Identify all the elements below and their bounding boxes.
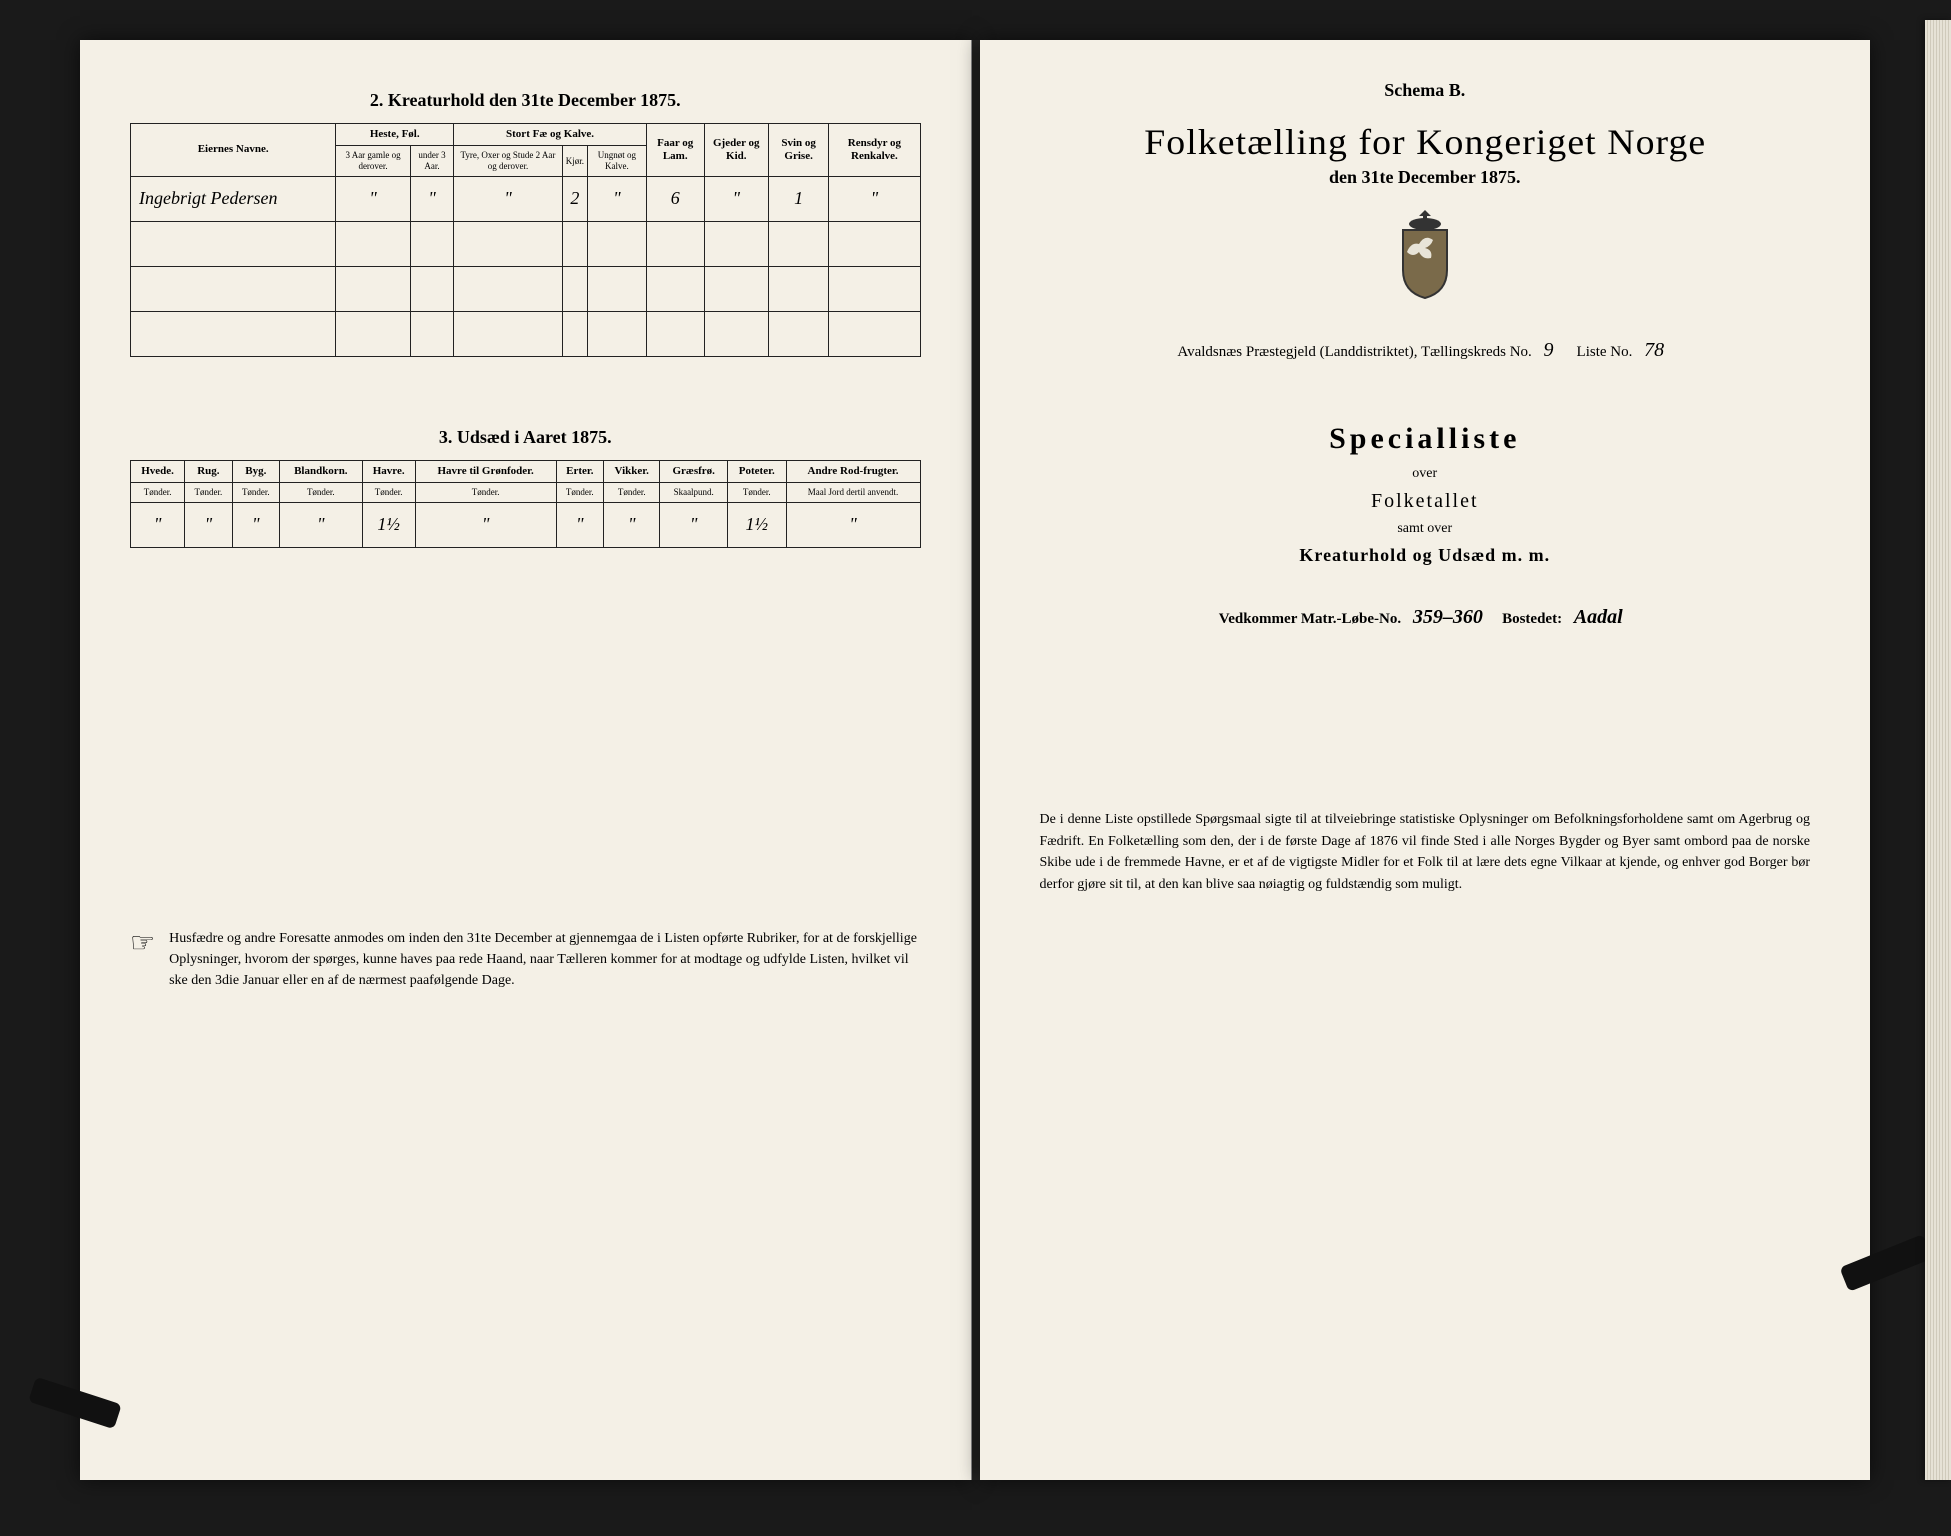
livestock-table: Eiernes Navne. Heste, Føl. Stort Fæ og K… [130,123,921,357]
col: Vikker. [604,460,660,482]
seed-table: Hvede. Rug. Byg. Blandkorn. Havre. Havre… [130,460,921,548]
cell: " [336,176,411,221]
right-page: Schema B. Folketælling for Kongeriget No… [980,40,1871,1480]
over-label: over [1030,466,1821,482]
unit: Skaalpund. [660,482,728,502]
cell: 6 [646,176,704,221]
unit: Tønder. [604,482,660,502]
parish-prefix: Avaldsnæs Præstegjeld (Landdistriktet), … [1177,344,1531,360]
col: Andre Rod-frugter. [786,460,920,482]
matr-label: Vedkommer Matr.-Løbe-No. [1219,611,1401,627]
col-goats: Gjeder og Kid. [704,124,768,177]
cell: 2 [562,176,587,221]
col-horses: Heste, Føl. [336,124,454,146]
coat-of-arms-icon [1030,204,1821,309]
col-cattle-c: Ungnøt og Kalve. [588,146,647,177]
cell: " [415,502,556,547]
page-spread: 2. Kreaturhold den 31te December 1875. E… [80,40,1870,1480]
bosted: Aadal [1566,606,1631,628]
unit: Tønder. [415,482,556,502]
cell: " [131,502,185,547]
unit: Maal Jord dertil anvendt. [786,482,920,502]
folketallet-label: Folketallet [1030,490,1821,513]
unit: Tønder. [727,482,786,502]
col: Rug. [185,460,232,482]
unit: Tønder. [185,482,232,502]
kreds-no: 9 [1536,339,1562,361]
bottom-paragraph: De i denne Liste opstillede Spørgsmaal s… [1030,809,1821,896]
unit: Tønder. [232,482,279,502]
pointing-hand-icon: ☞ [130,930,155,991]
specialliste-title: Specialliste [1030,422,1821,456]
cell: " [232,502,279,547]
cell: " [660,502,728,547]
samt-over-label: samt over [1030,521,1821,537]
schema-label: Schema B. [1030,80,1821,101]
cell: 1½ [727,502,786,547]
table-row [131,221,921,266]
col-owner: Eiernes Navne. [131,124,336,177]
seed-header-row: Hvede. Rug. Byg. Blandkorn. Havre. Havre… [131,460,921,482]
liste-no: 78 [1636,339,1672,361]
cell: " [185,502,232,547]
footnote: ☞ Husfædre og andre Foresatte anmodes om… [130,928,921,991]
seed-unit-row: Tønder. Tønder. Tønder. Tønder. Tønder. … [131,482,921,502]
col-cattle-a: Tyre, Oxer og Stude 2 Aar og derover. [454,146,563,177]
section3-title: 3. Udsæd i Aaret 1875. [130,427,921,448]
table-row [131,266,921,311]
col: Blandkorn. [280,460,363,482]
date-line: den 31te December 1875. [1030,167,1821,188]
cell: " [704,176,768,221]
col-reindeer: Rensdyr og Renkalve. [829,124,920,177]
table-row: Ingebrigt Pedersen " " " 2 " 6 " 1 " [131,176,921,221]
footnote-text: Husfædre og andre Foresatte anmodes om i… [169,928,920,991]
cell: " [786,502,920,547]
liste-label: Liste No. [1577,344,1633,360]
cell: " [280,502,363,547]
cell: 1½ [362,502,415,547]
main-title: Folketælling for Kongeriget Norge [1010,121,1840,163]
cell: " [556,502,603,547]
cell-owner: Ingebrigt Pedersen [131,176,336,221]
table-row: " " " " 1½ " " " " 1½ " [131,502,921,547]
page-stack-edge [1925,20,1951,1480]
left-page: 2. Kreaturhold den 31te December 1875. E… [80,40,972,1480]
section2-title: 2. Kreaturhold den 31te December 1875. [130,90,921,111]
col-horses-b: under 3 Aar. [410,146,453,177]
cell: " [454,176,563,221]
cell: " [604,502,660,547]
table-row [131,311,921,356]
bosted-label: Bostedet: [1502,611,1562,627]
col: Hvede. [131,460,185,482]
col-cattle-b: Kjør. [562,146,587,177]
matr-no: 359–360 [1405,606,1491,628]
col: Havre til Grønfoder. [415,460,556,482]
col-horses-a: 3 Aar gamle og derover. [336,146,411,177]
kreatur-label: Kreaturhold og Udsæd m. m. [1030,545,1821,566]
unit: Tønder. [280,482,363,502]
col-cattle: Stort Fæ og Kalve. [454,124,647,146]
col: Havre. [362,460,415,482]
col: Græsfrø. [660,460,728,482]
parish-line: Avaldsnæs Præstegjeld (Landdistriktet), … [1030,339,1821,362]
unit: Tønder. [131,482,185,502]
cell: " [588,176,647,221]
cell: " [410,176,453,221]
cell: " [829,176,920,221]
col-pigs: Svin og Grise. [769,124,829,177]
col: Erter. [556,460,603,482]
col: Poteter. [727,460,786,482]
col-sheep: Faar og Lam. [646,124,704,177]
col: Byg. [232,460,279,482]
matr-line: Vedkommer Matr.-Løbe-No. 359–360 Bostede… [1030,606,1821,629]
cell: 1 [769,176,829,221]
unit: Tønder. [556,482,603,502]
unit: Tønder. [362,482,415,502]
